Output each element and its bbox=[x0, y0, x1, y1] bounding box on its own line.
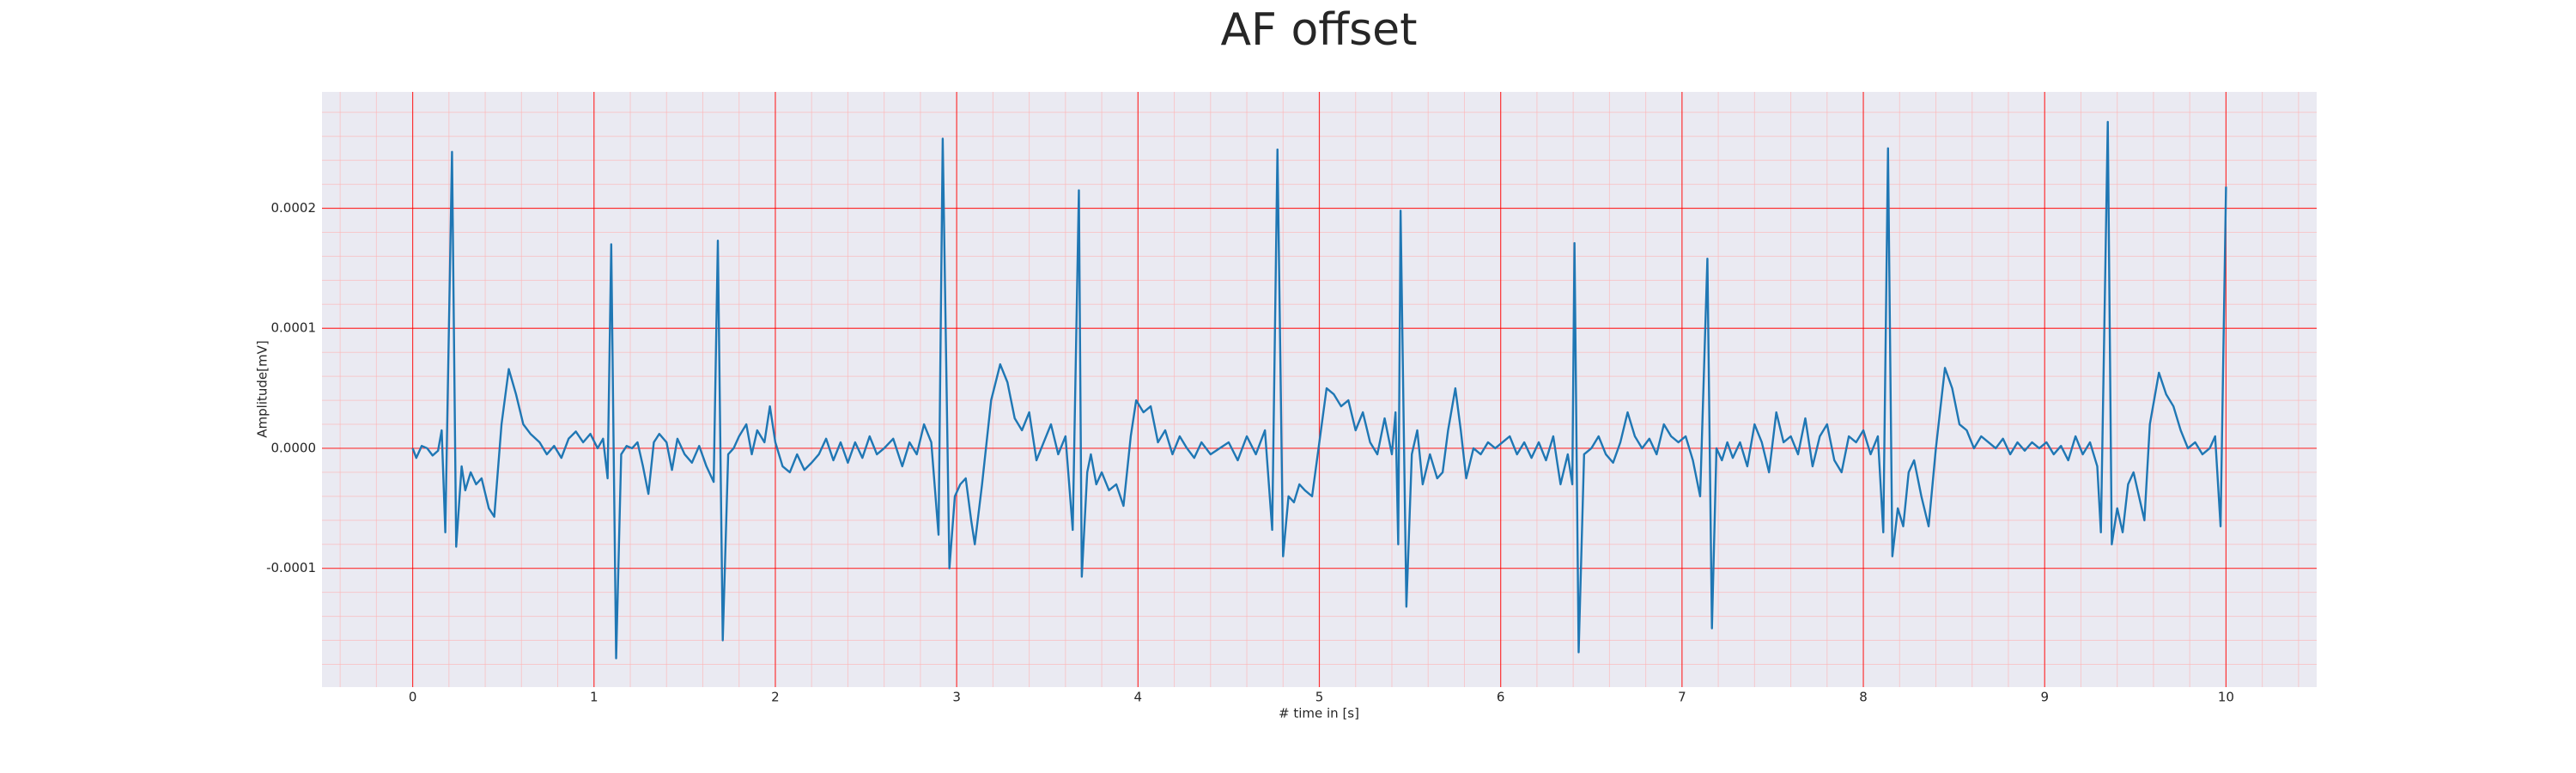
y-tick-label: 0.0000 bbox=[271, 440, 317, 455]
chart-title: AF offset bbox=[1220, 4, 1417, 56]
x-tick-label: 10 bbox=[2218, 690, 2234, 705]
plot-area bbox=[322, 92, 2317, 687]
y-axis-label: Amplitude[mV] bbox=[255, 340, 270, 437]
x-tick-label: 9 bbox=[2040, 690, 2049, 705]
x-tick-label: 6 bbox=[1497, 690, 1505, 705]
y-tick-label: 0.0001 bbox=[271, 320, 317, 336]
signal-line bbox=[411, 120, 2227, 660]
x-tick-label: 8 bbox=[1859, 690, 1868, 705]
y-tick-label: 0.0002 bbox=[271, 200, 317, 216]
x-tick-label: 0 bbox=[409, 690, 417, 705]
x-tick-label: 7 bbox=[1678, 690, 1686, 705]
x-tick-label: 4 bbox=[1134, 690, 1143, 705]
x-tick-label: 2 bbox=[771, 690, 780, 705]
y-tick-label: -0.0001 bbox=[266, 560, 316, 575]
x-axis-label: # time in [s] bbox=[1279, 706, 1359, 721]
x-tick-label: 5 bbox=[1315, 690, 1324, 705]
x-tick-label: 1 bbox=[590, 690, 598, 705]
x-tick-label: 3 bbox=[952, 690, 961, 705]
